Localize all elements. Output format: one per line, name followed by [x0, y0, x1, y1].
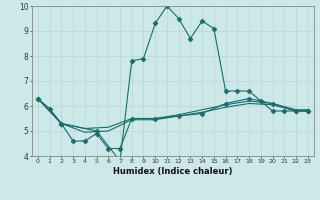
X-axis label: Humidex (Indice chaleur): Humidex (Indice chaleur) [113, 167, 233, 176]
